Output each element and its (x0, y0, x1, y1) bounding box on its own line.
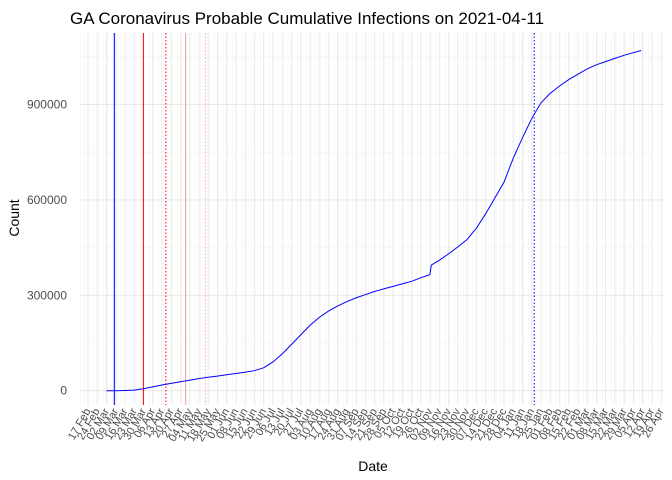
y-axis-ticks: 0 300000 600000 900000 (27, 98, 67, 398)
series-line (106, 50, 642, 392)
reference-lines (113, 33, 535, 405)
y-tick-label: 0 (60, 384, 67, 398)
y-tick-label: 600000 (27, 193, 67, 207)
y-tick-label: 300000 (27, 288, 67, 302)
y-tick-label: 900000 (27, 98, 67, 112)
chart-title: GA Coronavirus Probable Cumulative Infec… (70, 9, 544, 28)
grid (79, 33, 665, 405)
series-layer (106, 50, 642, 392)
y-axis-title: Count (6, 199, 22, 236)
x-axis-title: Date (358, 458, 388, 474)
